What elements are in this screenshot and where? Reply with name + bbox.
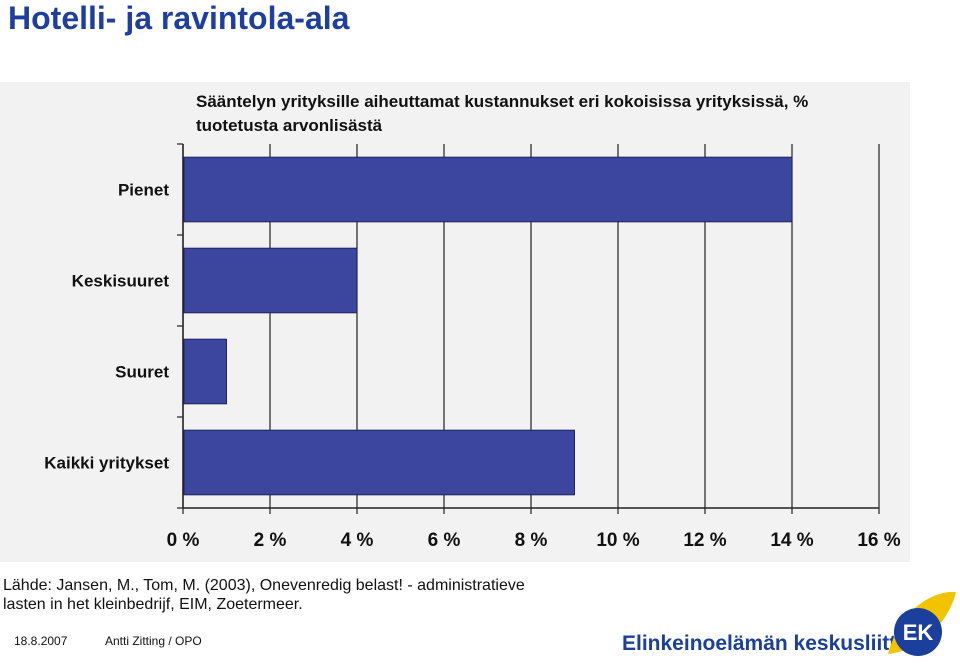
category-label: Kaikki yritykset	[44, 454, 169, 473]
x-tick-label: 8 %	[515, 530, 548, 551]
source-line-2: lasten in het kleinbedrijf, EIM, Zoeterm…	[3, 596, 303, 613]
bar-suuret	[183, 338, 227, 405]
x-tick-label: 0 %	[167, 530, 200, 551]
x-tick-label: 16 %	[857, 530, 900, 551]
footer-date: 18.8.2007	[14, 634, 68, 648]
chart-title-line-2: tuotetusta arvonlisästä	[196, 116, 383, 135]
chart-title-line-1: Sääntelyn yrityksille aiheuttamat kustan…	[196, 92, 809, 111]
x-tick-label: 6 %	[428, 530, 461, 551]
axes	[177, 143, 879, 509]
bar-chart: 0 % 2 % 4 % 6 % 8 % 10 % 12 % 14 % 16 % Pienet Kes…	[44, 143, 901, 552]
x-tick-label: 12 %	[683, 530, 726, 551]
bar-keskisuuret	[183, 247, 358, 314]
x-tick-label: 2 %	[254, 530, 287, 551]
organization-name: Elinkeinoelämän keskusliitto	[622, 632, 910, 655]
logo-blue-circle	[894, 608, 942, 656]
x-tick-label: 10 %	[596, 530, 639, 551]
ek-logo: EK	[888, 591, 956, 656]
x-tick-label: 4 %	[341, 530, 374, 551]
category-label: Pienet	[118, 181, 169, 200]
category-label: Suuret	[115, 363, 169, 382]
bar-kaikki-yritykset	[183, 429, 575, 496]
source-line-1: Lähde: Jansen, M., Tom, M. (2003), Oneve…	[3, 577, 525, 594]
bars	[183, 156, 793, 496]
logo-text: EK	[903, 620, 934, 645]
category-label: Keskisuuret	[72, 272, 170, 291]
labels: 0 % 2 % 4 % 6 % 8 % 10 % 12 % 14 % 16 % Pienet Kes…	[44, 181, 901, 552]
x-tick-label: 14 %	[770, 530, 813, 551]
bar-pienet	[183, 156, 793, 223]
slide-title: Hotelli- ja ravintola-ala	[8, 0, 350, 36]
source-citation: Lähde: Jansen, M., Tom, M. (2003), Oneve…	[3, 576, 525, 614]
footer-author: Antti Zitting / OPO	[105, 634, 202, 648]
